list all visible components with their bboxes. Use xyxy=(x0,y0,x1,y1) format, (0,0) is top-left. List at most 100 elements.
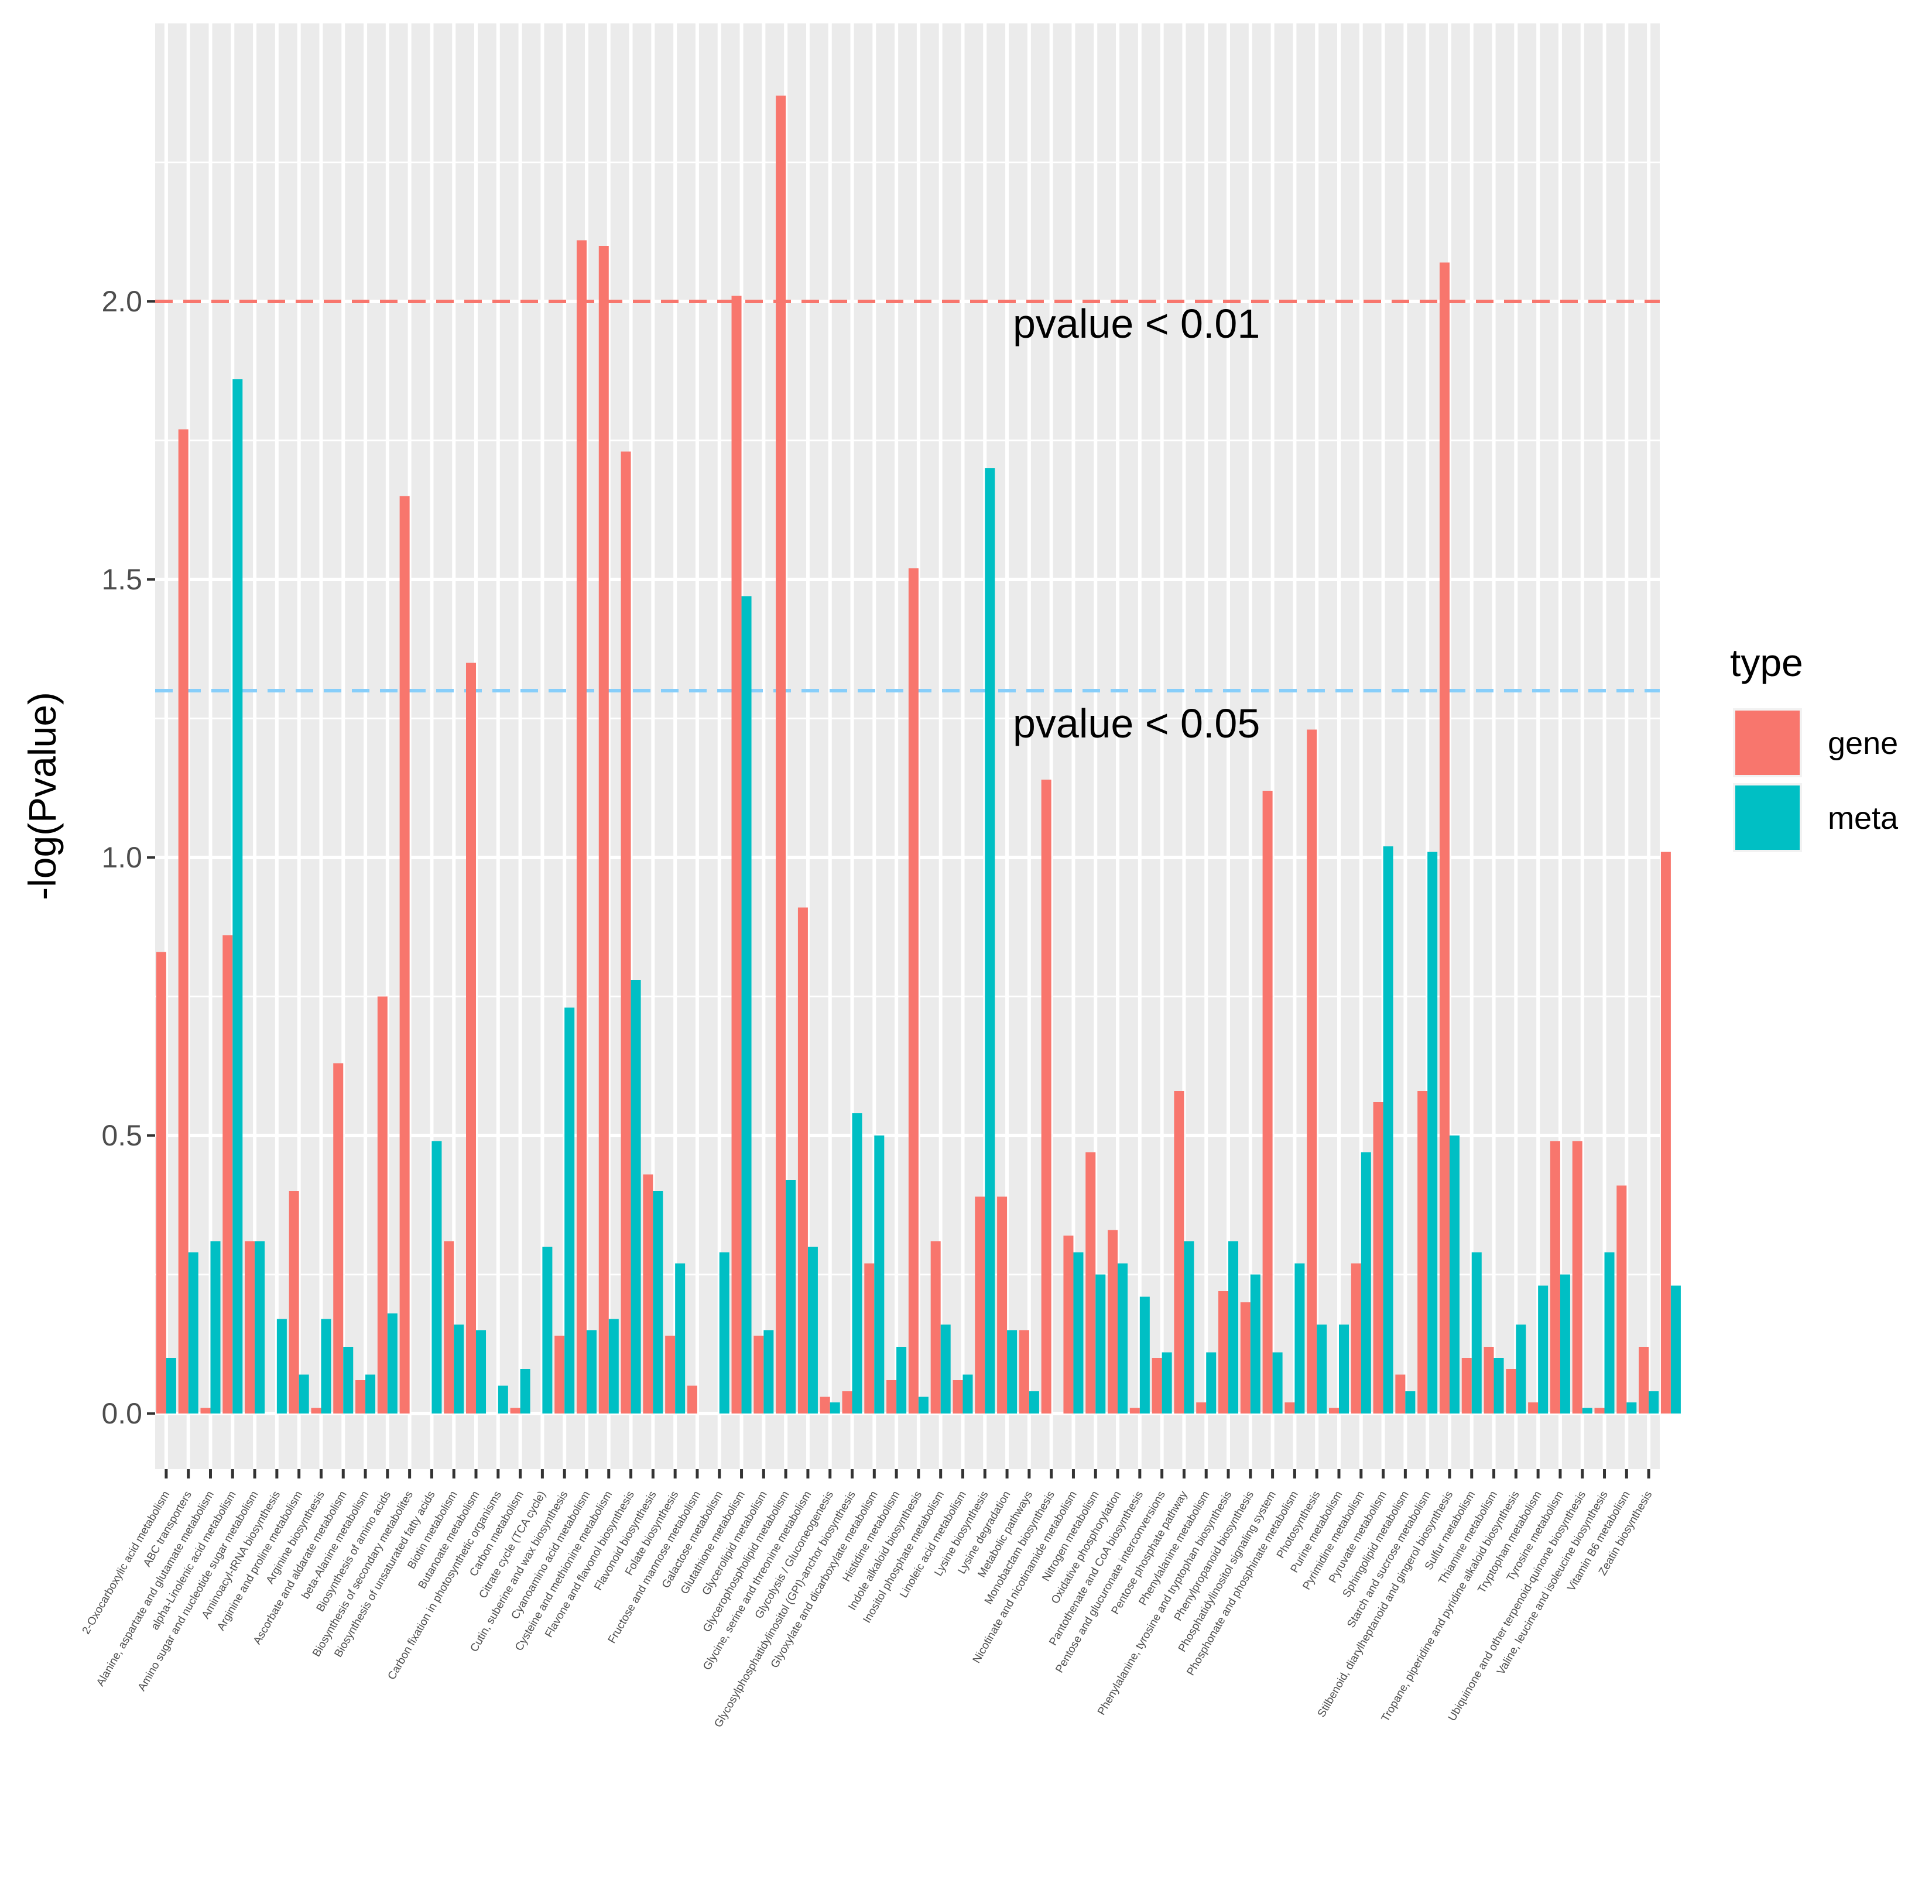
bar-meta xyxy=(387,1313,398,1414)
bar-meta xyxy=(564,1007,575,1414)
bar-gene xyxy=(975,1196,985,1414)
reference-line-label: pvalue < 0.05 xyxy=(1013,701,1260,746)
bar-meta xyxy=(1162,1352,1172,1414)
bar-meta xyxy=(940,1325,951,1414)
bar-gene xyxy=(1373,1102,1383,1414)
bar-meta xyxy=(1338,1325,1349,1414)
bar-meta xyxy=(1670,1285,1681,1414)
bar-meta xyxy=(1516,1325,1526,1414)
bar-gene xyxy=(311,1408,321,1414)
legend-swatch-meta xyxy=(1735,785,1800,850)
bar-meta xyxy=(807,1247,818,1414)
bar-meta xyxy=(653,1191,663,1414)
bar-meta xyxy=(542,1247,553,1414)
bar-meta xyxy=(498,1385,508,1414)
bar-meta xyxy=(1471,1252,1482,1414)
bar-meta xyxy=(1582,1408,1592,1414)
bar-gene xyxy=(1152,1358,1162,1414)
bars xyxy=(156,95,1681,1414)
bar-meta xyxy=(255,1241,265,1414)
bar-gene xyxy=(731,296,742,1414)
bar-gene xyxy=(1129,1408,1140,1414)
bar-meta xyxy=(586,1330,597,1414)
y-tick-label: 0.5 xyxy=(101,1119,142,1152)
bar-gene xyxy=(908,568,919,1414)
bar-meta xyxy=(1007,1330,1018,1414)
bar-meta xyxy=(232,379,243,1414)
legend-swatch-gene xyxy=(1735,711,1800,775)
bar-gene xyxy=(753,1336,764,1414)
bar-meta xyxy=(1560,1274,1570,1414)
bar-gene xyxy=(1284,1402,1295,1414)
reference-line-label: pvalue < 0.01 xyxy=(1013,301,1260,347)
bar-meta xyxy=(786,1180,796,1414)
bar-gene xyxy=(510,1408,520,1414)
bar-meta xyxy=(763,1330,774,1414)
bar-meta xyxy=(896,1347,907,1414)
bar-meta xyxy=(1118,1263,1128,1414)
bar-meta xyxy=(1139,1296,1150,1414)
bar-gene xyxy=(1041,780,1051,1414)
bar-meta xyxy=(1405,1391,1416,1414)
bar-meta xyxy=(1449,1135,1460,1414)
legend-title: type xyxy=(1730,641,1803,684)
bar-meta xyxy=(1626,1402,1637,1414)
bar-gene xyxy=(687,1385,697,1414)
bar-gene xyxy=(1218,1291,1229,1414)
bar-gene xyxy=(1660,852,1671,1414)
bar-gene xyxy=(1550,1141,1560,1414)
bar-meta xyxy=(830,1402,840,1414)
y-axis: 0.0 0.5 1.0 1.5 2.0 xyxy=(101,285,155,1430)
bar-meta xyxy=(476,1330,487,1414)
bar-gene xyxy=(222,935,233,1414)
annotations: pvalue < 0.01 pvalue < 0.05 xyxy=(1013,301,1260,746)
bar-gene xyxy=(1262,791,1273,1414)
bar-gene xyxy=(1108,1230,1118,1414)
bar-meta xyxy=(188,1252,198,1414)
bar-gene xyxy=(1461,1358,1472,1414)
bar-gene xyxy=(289,1191,299,1414)
bar-gene xyxy=(399,496,410,1414)
y-tick-label: 0.0 xyxy=(101,1397,142,1430)
bar-meta xyxy=(1361,1152,1371,1414)
bar-gene xyxy=(1196,1402,1207,1414)
bar-meta xyxy=(1206,1352,1217,1414)
bar-meta xyxy=(1649,1391,1659,1414)
bar-meta xyxy=(631,980,641,1414)
y-axis-title: -log(Pvalue) xyxy=(20,692,64,900)
bar-gene xyxy=(1174,1091,1184,1414)
y-tick-label: 1.5 xyxy=(101,563,142,596)
bar-gene xyxy=(1572,1141,1582,1414)
bar-gene xyxy=(554,1336,565,1414)
bar-meta xyxy=(1184,1241,1194,1414)
bar-gene xyxy=(178,429,189,1414)
bar-gene xyxy=(1019,1330,1029,1414)
bar-gene xyxy=(1417,1091,1428,1414)
bar-meta xyxy=(520,1369,530,1414)
y-tick-label: 2.0 xyxy=(101,285,142,318)
bar-meta xyxy=(741,596,752,1414)
legend-label-meta: meta xyxy=(1828,801,1899,836)
bar-gene xyxy=(1328,1408,1339,1414)
bar-gene xyxy=(797,907,808,1414)
bar-meta xyxy=(299,1374,309,1414)
bar-gene xyxy=(1307,729,1317,1414)
bar-gene xyxy=(1351,1263,1361,1414)
bar-gene xyxy=(1639,1347,1649,1414)
bar-gene xyxy=(598,246,609,1414)
bar-gene xyxy=(842,1391,852,1414)
bar-gene xyxy=(156,952,166,1414)
bar-meta xyxy=(276,1319,287,1414)
bar-gene xyxy=(1395,1374,1406,1414)
bar-gene xyxy=(466,663,477,1414)
bar-meta xyxy=(675,1263,686,1414)
bar-gene xyxy=(1528,1402,1539,1414)
bar-gene xyxy=(1085,1152,1096,1414)
bar-gene xyxy=(1594,1408,1605,1414)
bar-meta xyxy=(166,1358,176,1414)
bar-gene xyxy=(1484,1347,1494,1414)
bar-gene xyxy=(776,95,786,1414)
bar-meta xyxy=(608,1319,619,1414)
